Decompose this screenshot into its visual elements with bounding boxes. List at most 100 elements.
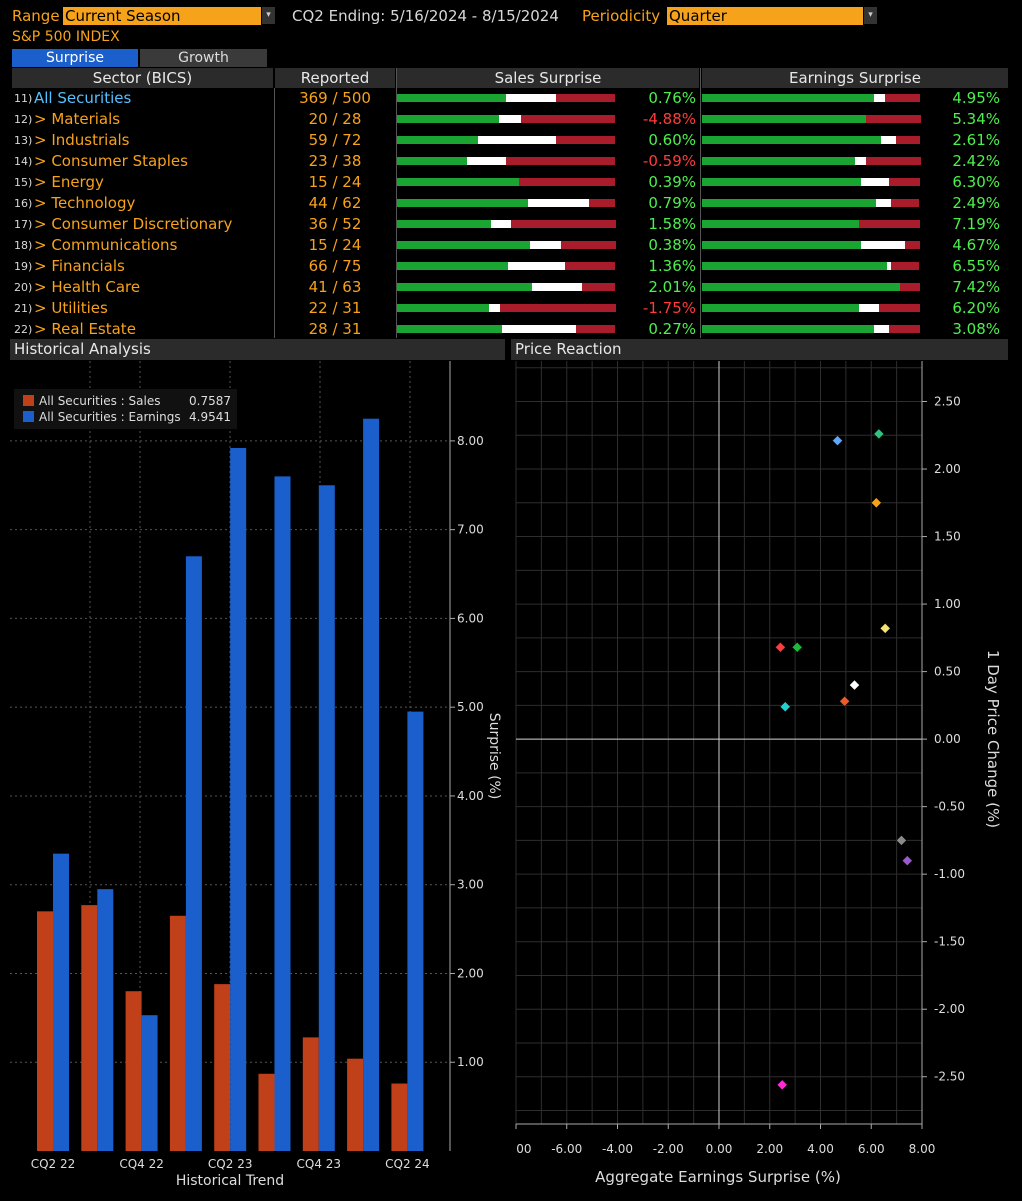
sales-bar-beat-segment	[397, 136, 478, 144]
earnings-bar-miss-segment	[896, 136, 920, 144]
earnings-bar-miss-segment	[889, 178, 920, 186]
sales-surprise-value: 0.39%	[648, 173, 696, 191]
sector-name[interactable]: > Materials	[34, 110, 121, 128]
earnings-surprise-value: 6.20%	[952, 299, 1000, 317]
sector-name[interactable]: > Communications	[34, 236, 178, 254]
earnings-bar	[407, 711, 424, 1151]
y-tick-label: 2.50	[934, 395, 961, 409]
sales-surprise-value: 0.38%	[648, 236, 696, 254]
earnings-bar	[185, 556, 202, 1151]
row-number: 12)	[14, 113, 33, 126]
tab-growth[interactable]: Growth	[140, 49, 267, 67]
table-row[interactable]: 16) > Technology 44 / 62 0.79% 2.49%	[12, 193, 1008, 214]
y-tick-label: -2.00	[934, 1002, 965, 1016]
sector-name[interactable]: > Utilities	[34, 299, 108, 317]
table-row[interactable]: 14) > Consumer Staples 23 / 38 -0.59% 2.42%	[12, 151, 1008, 172]
table-row[interactable]: 19) > Financials 66 / 75 1.36% 6.55%	[12, 256, 1008, 277]
reported-count: 44 / 62	[308, 194, 362, 212]
sales-bar-miss-segment	[556, 136, 615, 144]
x-tick-label: 4.00	[807, 1142, 834, 1156]
header-earnings-surprise[interactable]: Earnings Surprise	[702, 68, 1008, 88]
x-tick-label: 8.00	[909, 1142, 936, 1156]
header-sector[interactable]: Sector (BICS)	[12, 68, 273, 88]
scatter-point	[839, 695, 850, 707]
sales-bar-inline-segment	[508, 262, 565, 270]
earnings-surprise-value: 2.42%	[952, 152, 1000, 170]
y-tick-label: 1.00	[457, 1055, 484, 1069]
row-number: 15)	[14, 176, 33, 189]
earnings-surprise-value: 6.30%	[952, 173, 1000, 191]
x-tick-label: CQ4 23	[297, 1157, 342, 1171]
sector-name[interactable]: > Technology	[34, 194, 136, 212]
y-axis-label: 1 Day Price Change (%)	[984, 650, 1002, 828]
reported-count: 41 / 63	[308, 278, 362, 296]
scatter-point	[896, 835, 907, 846]
sales-surprise-value: 0.27%	[648, 320, 696, 338]
header-reported[interactable]: Reported	[275, 68, 395, 88]
historical-analysis-title: Historical Analysis	[10, 339, 505, 360]
sector-name[interactable]: > Energy	[34, 173, 104, 191]
x-axis-label: Historical Trend	[176, 1173, 284, 1189]
sales-bar-beat-segment	[397, 220, 491, 228]
range-select[interactable]: Current Season	[63, 7, 261, 25]
reported-count: 36 / 52	[308, 215, 362, 233]
earnings-bar-miss-segment	[879, 304, 920, 312]
earnings-surprise-value: 3.08%	[952, 320, 1000, 338]
table-row[interactable]: 12) > Materials 20 / 28 -4.88% 5.34%	[12, 109, 1008, 130]
sector-name[interactable]: > Real Estate	[34, 320, 136, 338]
table-row[interactable]: 15) > Energy 15 / 24 0.39% 6.30%	[12, 172, 1008, 193]
earnings-bar-inline-segment	[887, 262, 891, 270]
table-row[interactable]: 21) > Utilities 22 / 31 -1.75% 6.20%	[12, 298, 1008, 319]
sector-name[interactable]: > Consumer Staples	[34, 152, 188, 170]
table-row[interactable]: 18) > Communications 15 / 24 0.38% 4.67%	[12, 235, 1008, 256]
row-number: 21)	[14, 302, 33, 315]
sector-name[interactable]: > Financials	[34, 257, 125, 275]
reported-count: 28 / 31	[308, 320, 362, 338]
reported-count: 20 / 28	[308, 110, 362, 128]
table-row[interactable]: 11) All Securities 369 / 500 0.76% 4.95%	[12, 88, 1008, 109]
reported-count: 59 / 72	[308, 131, 362, 149]
periodicity-dropdown-icon[interactable]: ▾	[863, 7, 877, 24]
scatter-point	[849, 679, 860, 691]
table-row[interactable]: 13) > Industrials 59 / 72 0.60% 2.61%	[12, 130, 1008, 151]
x-tick-label: CQ2 24	[385, 1157, 430, 1171]
legend-label: All Securities : Sales	[39, 394, 160, 408]
earnings-bar-beat-segment	[702, 157, 855, 165]
y-tick-label: 1.00	[934, 597, 961, 611]
sales-bar-beat-segment	[397, 283, 532, 291]
sales-bar-miss-segment	[521, 115, 615, 123]
y-tick-label: 3.00	[457, 878, 484, 892]
sector-name[interactable]: > Industrials	[34, 131, 130, 149]
earnings-surprise-value: 6.55%	[952, 257, 1000, 275]
tab-surprise[interactable]: Surprise	[12, 49, 138, 67]
earnings-bar-beat-segment	[702, 283, 900, 291]
periodicity-select[interactable]: Quarter	[667, 7, 863, 25]
table-row[interactable]: 20) > Health Care 41 / 63 2.01% 7.42%	[12, 277, 1008, 298]
reported-count: 22 / 31	[308, 299, 362, 317]
scatter-point	[879, 623, 891, 634]
range-dropdown-icon[interactable]: ▾	[261, 7, 275, 24]
header-sales-surprise[interactable]: Sales Surprise	[397, 68, 699, 88]
earnings-bar	[318, 485, 335, 1151]
sales-bar-miss-segment	[589, 199, 615, 207]
sales-surprise-value: 0.76%	[648, 89, 696, 107]
table-row[interactable]: 22) > Real Estate 28 / 31 0.27% 3.08%	[12, 319, 1008, 340]
reported-count: 66 / 75	[308, 257, 362, 275]
index-title: S&P 500 INDEX	[12, 29, 120, 45]
legend-value: 4.9541	[189, 410, 231, 424]
row-number: 16)	[14, 197, 33, 210]
sector-name[interactable]: All Securities	[34, 89, 132, 107]
earnings-bar-miss-segment	[905, 241, 920, 249]
earnings-bar-inline-segment	[876, 199, 891, 207]
x-tick-label: CQ2 23	[208, 1157, 253, 1171]
earnings-surprise-value: 2.61%	[952, 131, 1000, 149]
table-row[interactable]: 17) > Consumer Discretionary 36 / 52 1.58% 7…	[12, 214, 1008, 235]
earnings-bar-miss-segment	[885, 94, 920, 102]
sector-name[interactable]: > Health Care	[34, 278, 141, 296]
scatter-point	[832, 435, 843, 447]
sector-name[interactable]: > Consumer Discretionary	[34, 215, 233, 233]
periodicity-label: Periodicity	[582, 7, 661, 25]
legend-box	[14, 389, 237, 429]
earnings-bar-inline-segment	[861, 178, 889, 186]
sales-bar-inline-segment	[478, 136, 556, 144]
